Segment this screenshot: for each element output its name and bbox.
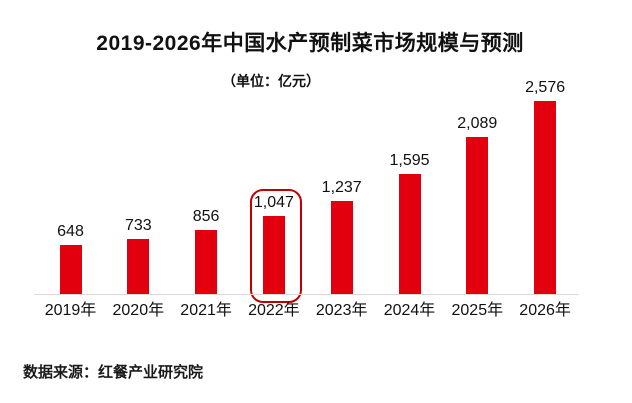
bar-2024年 — [398, 174, 421, 294]
x-tick-2020年: 2020年 — [112, 302, 165, 319]
value-label-2021年: 856 — [192, 207, 220, 225]
bar-2022年 — [262, 215, 285, 294]
x-tick-2019年: 2019年 — [44, 302, 97, 319]
value-label-2024年: 1,595 — [389, 152, 430, 170]
value-label-2022年: 1,047 — [253, 193, 294, 211]
value-label-2020年: 733 — [124, 217, 152, 235]
x-tick-2025年: 2025年 — [451, 302, 504, 319]
value-label-2025年: 2,089 — [457, 115, 498, 133]
data-source-note: 数据来源：红餐产业研究院 — [23, 364, 204, 381]
bar-2021年 — [195, 229, 218, 294]
chart-unit-label: （单位：亿元） — [222, 73, 320, 89]
value-label-2026年: 2,576 — [525, 79, 566, 96]
x-tick-2023年: 2023年 — [315, 302, 368, 319]
chart-title: 2019-2026年中国水产预制菜市场规模与预测 — [96, 32, 524, 55]
value-label-2023年: 1,237 — [321, 179, 362, 197]
x-axis-line — [34, 294, 579, 295]
highlight-box-2022年 — [249, 189, 302, 303]
bar-2023年 — [330, 201, 353, 294]
bar-2020年 — [127, 239, 150, 294]
x-tick-2026年: 2026年 — [519, 302, 571, 319]
value-label-2019年: 648 — [57, 223, 84, 241]
bar-2026年 — [534, 101, 557, 294]
x-tick-2024年: 2024年 — [383, 302, 436, 319]
x-tick-2021年: 2021年 — [180, 302, 232, 319]
bar-2025年 — [466, 137, 489, 294]
x-tick-2022年: 2022年 — [248, 302, 300, 319]
bar-2019年 — [59, 245, 82, 294]
